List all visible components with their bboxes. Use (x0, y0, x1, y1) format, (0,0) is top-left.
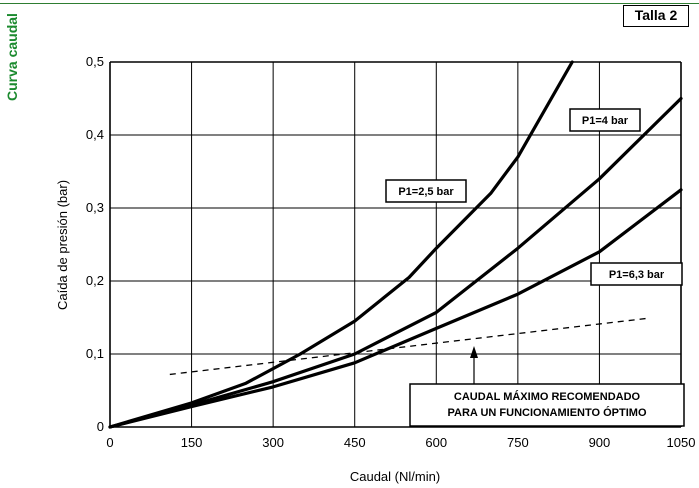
series-p1-6-3-bar-line (108, 188, 683, 429)
series-lines (108, 60, 683, 429)
top-divider (0, 3, 699, 4)
x-tick-label: 450 (344, 435, 366, 450)
x-tick-label: 600 (425, 435, 447, 450)
x-tick-label: 750 (507, 435, 529, 450)
series-label: P1=2,5 bar (398, 186, 454, 198)
series-labels: P1=2,5 bar P1=4 bar P1=6,3 bar (385, 108, 683, 286)
y-tick-label: 0 (97, 419, 104, 434)
series-label-box (569, 108, 641, 132)
y-tick-labels: 0 0,1 0,2 0,3 0,4 0,5 (86, 54, 104, 434)
x-tick-label: 150 (181, 435, 203, 450)
annotation-line-1: CAUDAL MÁXIMO RECOMENDADO (454, 390, 641, 403)
series-label: P1=4 bar (582, 115, 629, 127)
annotation-line-2: PARA UN FUNCIONAMIENTO ÓPTIMO (447, 406, 646, 419)
arrow-head (470, 346, 478, 358)
series-label-box (590, 262, 683, 286)
y-tick-label: 0,4 (86, 127, 104, 142)
x-tick-label: 900 (589, 435, 611, 450)
recommended-flow-line (169, 317, 649, 376)
annotation-arrow (470, 346, 478, 386)
x-tick-label: 300 (262, 435, 284, 450)
x-axis-label: Caudal (Nl/min) (350, 469, 440, 484)
series-label: P1=6,3 bar (609, 269, 665, 281)
y-tick-label: 0,1 (86, 346, 104, 361)
x-tick-labels: 0 150 300 450 600 750 900 1050 (106, 435, 695, 450)
series-p1-2-5-bar-line (108, 60, 574, 429)
y-axis-label: Caída de presión (bar) (55, 180, 70, 310)
series-label-box (385, 179, 467, 203)
annotation-box: CAUDAL MÁXIMO RECOMENDADO PARA UN FUNCIO… (409, 383, 685, 427)
size-tag: Talla 2 (623, 5, 689, 27)
y-tick-label: 0,2 (86, 273, 104, 288)
x-tick-label: 0 (106, 435, 113, 450)
y-tick-label: 0,3 (86, 200, 104, 215)
series-p1-4-bar-line (108, 96, 683, 429)
x-tick-label: 1050 (667, 435, 696, 450)
y-tick-label: 0,5 (86, 54, 104, 69)
